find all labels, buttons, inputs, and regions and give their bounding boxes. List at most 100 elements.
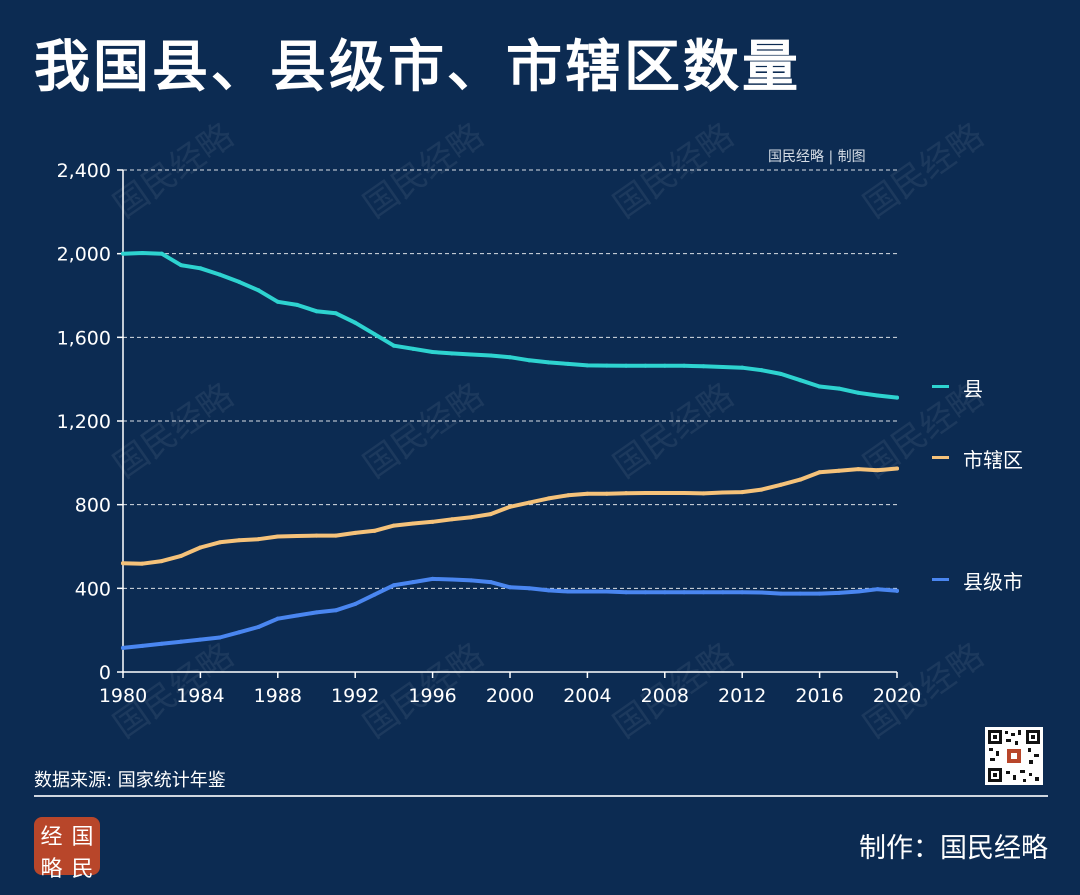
x-tick-label: 1992 bbox=[331, 685, 379, 707]
data-point bbox=[856, 390, 861, 395]
logo-char: 国 bbox=[71, 825, 94, 850]
series-line-1 bbox=[121, 466, 899, 566]
data-point bbox=[836, 590, 841, 595]
data-point bbox=[895, 466, 899, 471]
data-point bbox=[256, 288, 261, 293]
x-tick-label: 2012 bbox=[718, 685, 766, 707]
data-point bbox=[624, 363, 629, 368]
data-point bbox=[720, 590, 725, 595]
data-point bbox=[295, 613, 300, 618]
data-point bbox=[391, 583, 396, 588]
data-point bbox=[798, 378, 803, 383]
legend-swatch bbox=[932, 456, 949, 459]
x-tick-label: 1980 bbox=[99, 685, 147, 707]
data-point bbox=[624, 491, 629, 496]
brand-logo: 经 国 略 民 bbox=[34, 817, 100, 882]
data-point bbox=[778, 591, 783, 596]
data-point bbox=[198, 637, 203, 642]
data-point bbox=[778, 482, 783, 487]
x-tick-label: 2016 bbox=[795, 685, 843, 707]
data-point bbox=[140, 251, 145, 256]
data-point bbox=[411, 521, 416, 526]
data-point bbox=[469, 515, 474, 520]
y-tick-label: 2,400 bbox=[57, 160, 111, 182]
y-tick-label: 0 bbox=[99, 662, 111, 684]
x-tick-labels: 1980 1984 1988 1992 1996 2000 2004 2008 2012 2016… bbox=[99, 672, 921, 707]
y-tick-label: 1,200 bbox=[57, 411, 111, 433]
data-point bbox=[488, 580, 493, 585]
x-tick-label: 2008 bbox=[641, 685, 689, 707]
data-point bbox=[469, 578, 474, 583]
x-tick-label: 2020 bbox=[873, 685, 921, 707]
data-point bbox=[508, 585, 512, 590]
data-point bbox=[546, 496, 551, 501]
data-point bbox=[604, 491, 609, 496]
data-point bbox=[856, 589, 861, 594]
data-point bbox=[469, 352, 474, 357]
watermark-text: 国民经略 bbox=[357, 116, 491, 227]
legend-swatch bbox=[932, 385, 949, 388]
data-point bbox=[643, 363, 648, 368]
maker-credit: 制作：国民经略 bbox=[859, 833, 1048, 864]
data-point bbox=[585, 363, 590, 368]
series-layer bbox=[121, 251, 899, 650]
data-point bbox=[430, 349, 435, 354]
data-point bbox=[759, 368, 764, 373]
data-point bbox=[643, 490, 648, 495]
data-point bbox=[759, 590, 764, 595]
logo-char: 民 bbox=[71, 857, 94, 882]
data-point bbox=[566, 493, 571, 498]
data-point bbox=[391, 343, 396, 348]
data-point bbox=[662, 363, 667, 368]
data-point bbox=[720, 365, 725, 370]
data-point bbox=[217, 540, 222, 545]
data-point bbox=[527, 358, 532, 363]
data-point bbox=[488, 512, 493, 517]
data-point bbox=[643, 590, 648, 595]
data-point bbox=[333, 608, 338, 613]
x-tick-label: 1996 bbox=[408, 685, 456, 707]
data-point bbox=[585, 491, 590, 496]
data-point bbox=[740, 365, 745, 370]
data-point bbox=[566, 361, 571, 366]
data-point bbox=[198, 545, 203, 550]
data-point bbox=[198, 266, 203, 271]
data-point bbox=[372, 528, 377, 533]
chart-title: 我国县、县级市、市辖区数量 bbox=[34, 35, 801, 100]
data-point bbox=[353, 602, 358, 607]
data-point bbox=[546, 360, 551, 365]
data-point bbox=[179, 263, 184, 268]
legend-label: 市辖区 bbox=[963, 448, 1023, 472]
data-point bbox=[798, 591, 803, 596]
data-point bbox=[527, 500, 532, 505]
y-tick-labels: 0 400 800 1,200 1,600 2,000 2,400 bbox=[57, 160, 123, 684]
data-point bbox=[798, 477, 803, 482]
data-point bbox=[121, 645, 125, 650]
data-point bbox=[275, 534, 280, 539]
data-source: 数据来源: 国家统计年鉴 bbox=[34, 770, 226, 791]
data-point bbox=[179, 639, 184, 644]
data-point bbox=[314, 309, 319, 314]
data-point bbox=[295, 302, 300, 307]
data-point bbox=[295, 534, 300, 539]
data-point bbox=[875, 468, 880, 473]
data-point bbox=[895, 588, 899, 593]
data-point bbox=[430, 576, 435, 581]
data-point bbox=[662, 490, 667, 495]
data-point bbox=[682, 363, 687, 368]
watermark-text: 国民经略 bbox=[607, 116, 741, 227]
watermark-text: 国民经略 bbox=[107, 376, 241, 487]
data-point bbox=[488, 353, 493, 358]
data-point bbox=[778, 371, 783, 376]
data-point bbox=[314, 610, 319, 615]
legend-swatch bbox=[932, 578, 949, 581]
data-point bbox=[275, 616, 280, 621]
watermark-text: 国民经略 bbox=[107, 116, 241, 227]
y-tick-label: 2,000 bbox=[57, 244, 111, 266]
y-tick-label: 400 bbox=[75, 578, 111, 600]
data-point bbox=[411, 580, 416, 585]
data-point bbox=[662, 590, 667, 595]
data-point bbox=[836, 386, 841, 391]
